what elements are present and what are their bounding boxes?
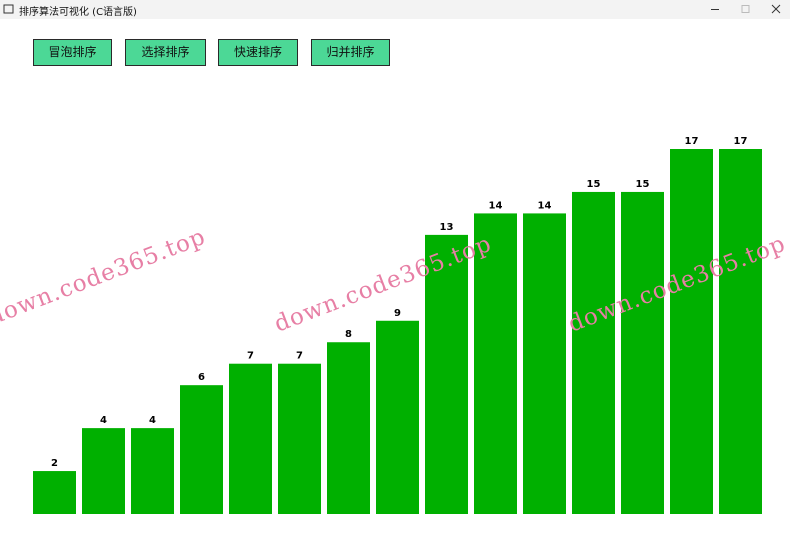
- title-bar: 排序算法可视化 (C语言版): [0, 0, 790, 19]
- value-label: 4: [149, 415, 156, 426]
- value-label: 7: [296, 351, 303, 362]
- app-icon: [3, 4, 14, 14]
- window-controls: [3, 4, 781, 14]
- bar: [278, 363, 321, 514]
- bar: [621, 191, 664, 515]
- value-label: 7: [247, 351, 254, 362]
- value-label: 2: [51, 458, 58, 469]
- maximize-icon[interactable]: [741, 5, 750, 13]
- bar: [131, 428, 174, 514]
- value-label: 14: [538, 200, 552, 211]
- value-label: 13: [440, 222, 454, 233]
- window-title: 排序算法可视化 (C语言版): [19, 7, 137, 18]
- bar: [523, 213, 566, 515]
- button[interactable]: 快速排序: [218, 39, 298, 66]
- value-label: 15: [636, 179, 650, 190]
- value-label: 6: [198, 372, 205, 383]
- bar: [33, 471, 76, 514]
- close-icon[interactable]: [771, 4, 781, 14]
- bar: [572, 191, 615, 515]
- value-label: 4: [100, 415, 107, 426]
- bar: [474, 213, 517, 515]
- value-label: 15: [587, 179, 601, 190]
- bar: [670, 149, 713, 514]
- value-label: 17: [734, 136, 748, 147]
- button[interactable]: 冒泡排序: [33, 39, 112, 66]
- value-label: 9: [394, 308, 401, 319]
- bar: [229, 363, 272, 514]
- watermark: down.code365.top: [0, 224, 209, 331]
- bar: [425, 234, 468, 514]
- value-label: 14: [489, 200, 503, 211]
- bar: [82, 428, 125, 514]
- button[interactable]: 选择排序: [125, 39, 206, 66]
- bar: [180, 385, 223, 514]
- bar: [327, 342, 370, 514]
- value-label: 8: [345, 329, 352, 340]
- button[interactable]: 归并排序: [311, 39, 390, 66]
- bar: [376, 320, 419, 514]
- bar: [719, 149, 762, 514]
- value-label: 17: [685, 136, 699, 147]
